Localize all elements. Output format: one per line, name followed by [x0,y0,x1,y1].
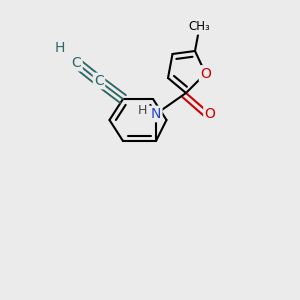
Text: O: O [200,67,211,80]
Text: C: C [72,56,81,70]
Text: N: N [151,107,161,121]
Text: O: O [205,107,215,121]
Text: H: H [55,41,65,55]
Text: C: C [94,74,104,88]
Text: H: H [138,104,147,117]
Text: CH₃: CH₃ [189,20,210,34]
